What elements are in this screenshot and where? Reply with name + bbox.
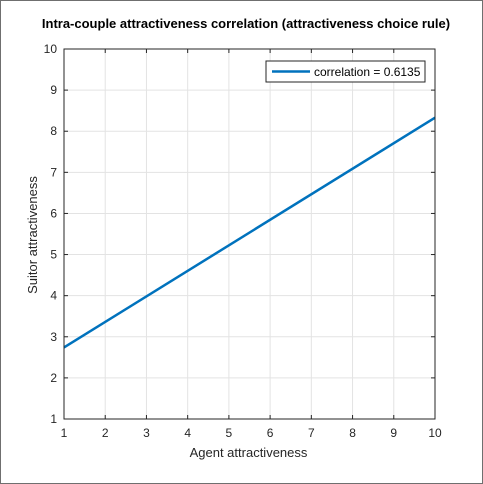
legend-box [265,60,426,83]
series-layer [63,116,436,349]
y-tick-label: 5 [50,248,57,262]
plot-area: 1 2 3 4 5 6 7 8 9 10 1 2 3 4 5 6 7 8 9 10 [44,42,442,440]
x-tick-label: 1 [61,426,68,440]
y-tick-label: 1 [50,412,57,426]
y-tick-label: 6 [50,206,57,220]
y-tick-label: 4 [50,289,57,303]
y-tick-label: 8 [50,124,57,138]
legend-label: correlation = 0.6135 [314,65,421,79]
x-tick-label: 7 [308,426,315,440]
x-tick-label: 10 [428,426,442,440]
legend: correlation = 0.6135 [265,60,426,83]
x-tick-label: 4 [184,426,191,440]
x-tick-label: 8 [349,426,356,440]
x-tick-label: 9 [390,426,397,440]
y-tick-label: 10 [44,42,58,56]
x-tick-label: 3 [143,426,150,440]
y-axis-label: Suitor attractiveness [25,176,40,294]
y-tick-label: 2 [50,371,57,385]
y-tick-label: 7 [50,165,57,179]
x-axis-label: Agent attractiveness [190,445,308,460]
x-tick-label: 5 [226,426,233,440]
y-tick-label: 3 [50,330,57,344]
y-tick-label: 9 [50,83,57,97]
axes-box [63,48,436,420]
series-line [63,116,436,349]
x-tick-label: 2 [102,426,109,440]
ticks: 1 2 3 4 5 6 7 8 9 10 1 2 3 4 5 6 7 8 9 10 [44,42,442,440]
x-tick-label: 6 [267,426,274,440]
chart-title: Intra-couple attractiveness correlation … [42,16,450,31]
